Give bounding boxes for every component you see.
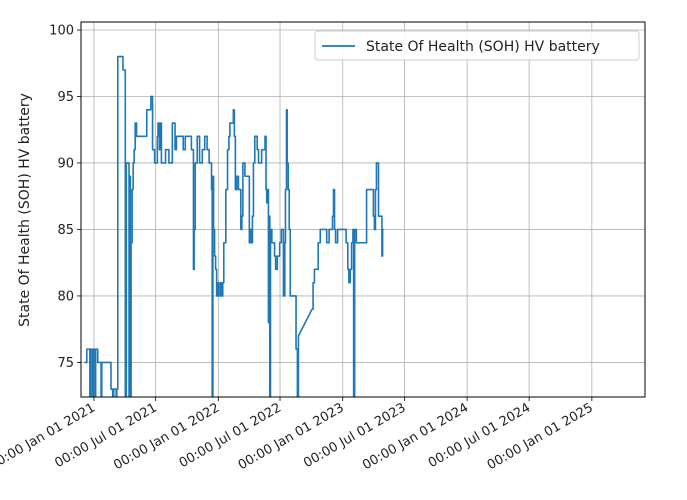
series-line-soh	[84, 55, 384, 397]
plot-area-frame	[80, 21, 646, 398]
legend-box	[314, 30, 640, 61]
y-tick-label: 100	[49, 23, 74, 38]
y-tick-label: 95	[57, 90, 74, 105]
grid-lines	[81, 22, 645, 397]
y-axis: 75 80 85 90 95 100	[49, 23, 81, 371]
y-tick-label: 80	[57, 289, 74, 304]
y-axis-title: State Of Health (SOH) HV battery	[17, 93, 33, 327]
legend-label: State Of Health (SOH) HV battery	[366, 39, 600, 55]
y-tick-label: 85	[57, 223, 74, 238]
y-tick-label: 75	[57, 356, 74, 371]
y-tick-label: 90	[57, 156, 74, 171]
series-group	[84, 55, 384, 397]
legend: State Of Health (SOH) HV battery	[314, 30, 640, 61]
